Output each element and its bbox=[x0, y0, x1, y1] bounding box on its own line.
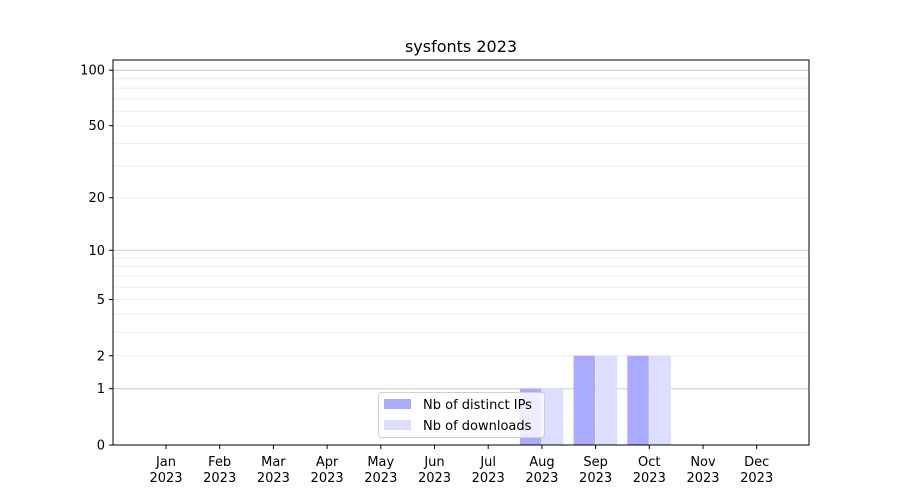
y-tick-label: 20 bbox=[88, 191, 105, 206]
bar-distinct-ips bbox=[627, 355, 649, 445]
x-tick-label: Oct bbox=[638, 455, 660, 470]
x-tick-label: 2023 bbox=[472, 471, 505, 486]
legend-label: Nb of distinct IPs bbox=[423, 398, 532, 413]
x-tick-label: Jun bbox=[423, 455, 444, 470]
x-tick-label: 2023 bbox=[149, 471, 182, 486]
x-tick-label: 2023 bbox=[525, 471, 558, 486]
legend: Nb of distinct IPs Nb of downloads bbox=[378, 392, 545, 438]
x-tick-label: Mar bbox=[261, 455, 286, 470]
x-tick-label: 2023 bbox=[686, 471, 719, 486]
legend-swatch bbox=[384, 420, 411, 430]
bar-distinct-ips bbox=[573, 355, 596, 445]
legend-box bbox=[378, 392, 545, 438]
x-tick-label: 2023 bbox=[633, 471, 666, 486]
x-tick-label: Nov bbox=[690, 455, 716, 470]
y-tick-label: 50 bbox=[88, 119, 105, 134]
x-tick-label: 2023 bbox=[257, 471, 290, 486]
y-tick-label: 2 bbox=[97, 349, 105, 364]
x-tick-label: Dec bbox=[744, 455, 769, 470]
legend-label: Nb of downloads bbox=[423, 419, 532, 434]
x-tick-label: 2023 bbox=[740, 471, 773, 486]
plot-frame bbox=[112, 59, 810, 446]
x-tick-label: Apr bbox=[316, 455, 339, 470]
x-tick-label: 2023 bbox=[579, 471, 612, 486]
x-tick-label: 2023 bbox=[364, 471, 397, 486]
x-tick-label: Sep bbox=[583, 455, 608, 470]
x-tick-label: Jul bbox=[479, 455, 496, 470]
y-tick-label: 0 bbox=[97, 439, 105, 454]
x-tick-label: Aug bbox=[529, 455, 554, 470]
x-tick-label: May bbox=[367, 455, 394, 470]
x-tick-label: 2023 bbox=[418, 471, 451, 486]
y-tick-label: 1 bbox=[97, 382, 105, 397]
bar-downloads bbox=[649, 355, 671, 445]
x-tick-label: Jan bbox=[155, 455, 176, 470]
legend-swatch bbox=[384, 399, 411, 409]
y-tick-label: 100 bbox=[80, 64, 105, 79]
y-tick-label: 5 bbox=[97, 293, 105, 308]
x-tick-label: 2023 bbox=[203, 471, 236, 486]
x-tick-label: Feb bbox=[208, 455, 231, 470]
x-tick-label: 2023 bbox=[311, 471, 344, 486]
y-tick-label: 10 bbox=[88, 244, 105, 259]
bar-downloads bbox=[541, 388, 564, 445]
bar-downloads bbox=[595, 355, 618, 445]
chart-title: sysfonts 2023 bbox=[405, 37, 517, 56]
